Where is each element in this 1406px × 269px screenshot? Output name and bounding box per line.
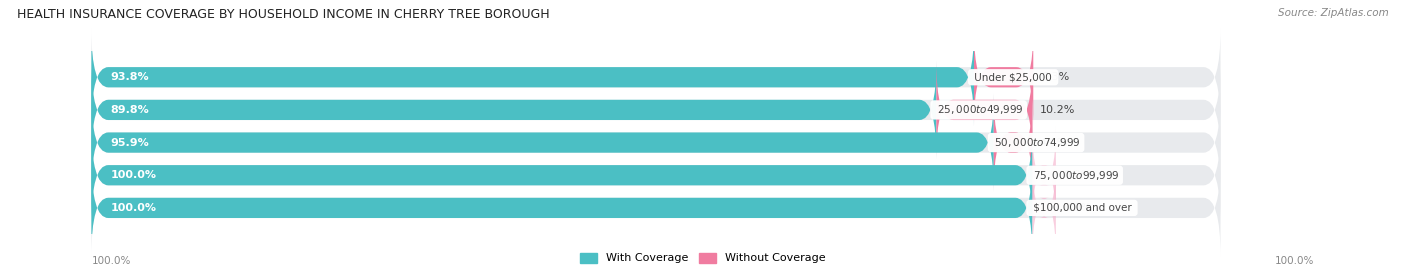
FancyBboxPatch shape [974, 29, 1033, 126]
Text: 0.0%: 0.0% [1063, 170, 1091, 180]
FancyBboxPatch shape [91, 126, 1032, 224]
Text: $100,000 and over: $100,000 and over [1029, 203, 1135, 213]
FancyBboxPatch shape [936, 61, 1032, 158]
FancyBboxPatch shape [91, 29, 974, 126]
FancyBboxPatch shape [91, 159, 1220, 257]
FancyBboxPatch shape [91, 126, 1220, 224]
Text: 100.0%: 100.0% [110, 203, 156, 213]
FancyBboxPatch shape [91, 94, 994, 191]
FancyBboxPatch shape [994, 94, 1032, 191]
FancyBboxPatch shape [91, 61, 936, 158]
FancyBboxPatch shape [1032, 126, 1056, 224]
Text: 100.0%: 100.0% [110, 170, 156, 180]
Text: 100.0%: 100.0% [91, 256, 131, 266]
Text: 95.9%: 95.9% [110, 137, 149, 148]
Text: 4.1%: 4.1% [1040, 137, 1069, 148]
FancyBboxPatch shape [91, 61, 1220, 158]
Text: 6.3%: 6.3% [1040, 72, 1069, 82]
Text: 0.0%: 0.0% [1063, 203, 1091, 213]
FancyBboxPatch shape [1032, 159, 1056, 257]
Text: Under $25,000: Under $25,000 [972, 72, 1054, 82]
Text: 100.0%: 100.0% [1275, 256, 1315, 266]
Text: Source: ZipAtlas.com: Source: ZipAtlas.com [1278, 8, 1389, 18]
Text: $25,000 to $49,999: $25,000 to $49,999 [934, 103, 1024, 116]
Text: 10.2%: 10.2% [1040, 105, 1076, 115]
Text: HEALTH INSURANCE COVERAGE BY HOUSEHOLD INCOME IN CHERRY TREE BOROUGH: HEALTH INSURANCE COVERAGE BY HOUSEHOLD I… [17, 8, 550, 21]
Text: 89.8%: 89.8% [110, 105, 149, 115]
Text: $75,000 to $99,999: $75,000 to $99,999 [1029, 169, 1119, 182]
FancyBboxPatch shape [91, 29, 1220, 126]
Text: 93.8%: 93.8% [110, 72, 149, 82]
Legend: With Coverage, Without Coverage: With Coverage, Without Coverage [581, 253, 825, 263]
FancyBboxPatch shape [91, 159, 1032, 257]
Text: $50,000 to $74,999: $50,000 to $74,999 [991, 136, 1081, 149]
FancyBboxPatch shape [91, 94, 1220, 191]
